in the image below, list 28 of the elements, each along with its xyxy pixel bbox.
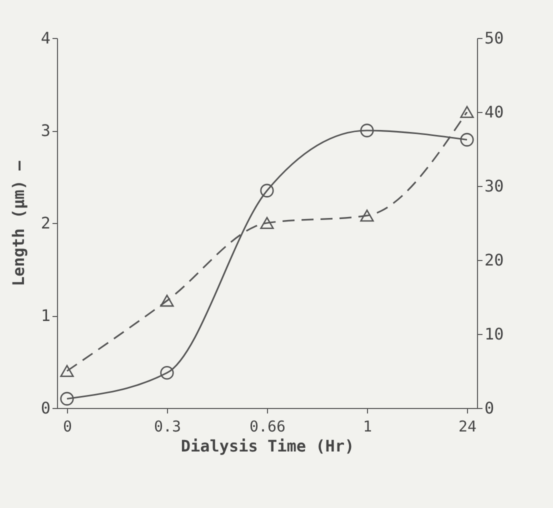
x-tick-label: 1 [362, 418, 372, 436]
point [160, 294, 174, 307]
point [360, 210, 374, 222]
point [360, 124, 374, 138]
point [260, 216, 274, 230]
y-tick-label: 2 [40, 214, 50, 232]
y2-tick-label: 30 [484, 176, 504, 196]
y-tick-label: 3 [40, 121, 50, 140]
point [60, 364, 74, 378]
y2-tick-label: 50 [484, 28, 504, 48]
x-tick-label: 0.66 [249, 418, 286, 436]
y2-tick-label: 20 [484, 250, 504, 270]
point [460, 106, 474, 118]
point [260, 184, 274, 198]
y-tick-label: 1 [40, 306, 50, 325]
y-tick-label: 4 [40, 28, 50, 48]
y-tick-label: 0 [40, 398, 50, 418]
y2-tick-label: 40 [484, 102, 504, 122]
point [160, 366, 174, 380]
y2-tick-label: 0 [484, 398, 494, 418]
y2-tick-label: 10 [484, 324, 504, 344]
x-axis-title: Dialysis Time (Hr) [180, 436, 354, 456]
x-tick-label: 24 [458, 418, 477, 436]
x-tick-label: 0 [62, 418, 72, 436]
x-tick-label: 0.3 [154, 418, 182, 436]
point [60, 392, 74, 406]
point [460, 132, 474, 147]
y-axis-title: Length (μm) — [8, 160, 28, 286]
